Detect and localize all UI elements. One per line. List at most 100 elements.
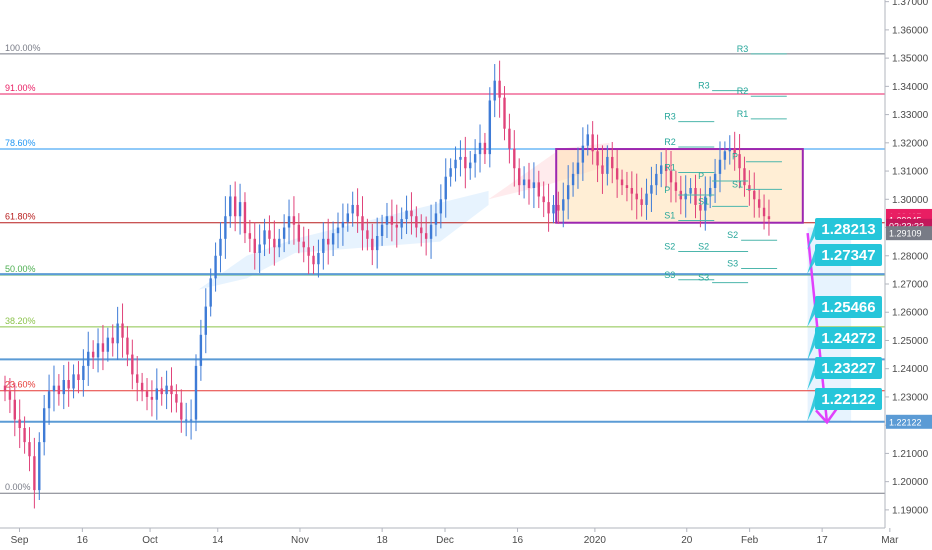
candle-body [307, 247, 310, 256]
candle-body [390, 216, 394, 225]
candle-body [508, 128, 511, 149]
y-tick-label: 1.28000 [892, 251, 929, 262]
callout-pointer [807, 250, 815, 275]
pivot-label: R1 [664, 162, 676, 172]
candle-body [444, 176, 447, 200]
candle-body [723, 151, 727, 160]
fib-label: 61.80% [5, 212, 36, 222]
candle-body [640, 199, 643, 205]
callout-box [815, 218, 882, 240]
y-tick-label: 1.33000 [892, 110, 929, 121]
x-tick-label: Nov [291, 535, 309, 546]
candle-body [708, 188, 712, 197]
candle-body [189, 419, 193, 421]
candle-body [160, 388, 163, 395]
candle-body [738, 154, 741, 169]
y-tick-label: 1.23000 [892, 392, 929, 403]
candle-body [718, 159, 722, 174]
candle-body [361, 216, 364, 231]
candle-body [204, 306, 207, 335]
candle-body [615, 168, 619, 180]
candle-body [8, 391, 12, 400]
candle-body [268, 230, 271, 239]
candle-body [532, 182, 536, 188]
candle-body [287, 216, 291, 228]
y-tick-label: 1.34000 [892, 82, 929, 93]
candle-body [131, 354, 134, 375]
candle-body [77, 374, 80, 380]
candle-body [645, 193, 648, 205]
y-tick-label: 1.37000 [892, 0, 929, 8]
x-tick-label: Mar [881, 535, 899, 546]
support-lines [0, 273, 885, 423]
candle-body [380, 224, 384, 236]
price-badge [886, 226, 932, 241]
candle-body [625, 185, 629, 188]
callout-pointer [807, 363, 815, 391]
candle-body [126, 337, 129, 355]
candle-body [224, 216, 227, 239]
candle-body [449, 168, 452, 177]
pivot-label: S2 [698, 242, 709, 252]
pivot-label: S3 [664, 270, 675, 280]
pivot-label: P [664, 185, 670, 195]
candle-body [155, 388, 159, 400]
callout-box [815, 327, 882, 349]
pivot-label: R3 [737, 44, 749, 54]
candle-body [689, 188, 692, 194]
pivot-label: R3 [698, 81, 710, 91]
candle-body [611, 156, 614, 169]
price-badge-label: 1.22122 [889, 417, 922, 427]
y-tick-label: 1.20000 [892, 477, 929, 488]
candle-body [184, 419, 188, 421]
pivot-label: S3 [727, 258, 738, 268]
candle-body [566, 185, 570, 200]
y-tick-label: 1.32000 [892, 138, 929, 149]
arrow-head-icon [815, 407, 838, 425]
target-price-label: 1.23227 [821, 360, 875, 377]
candle-body [91, 351, 95, 358]
candle-body [297, 224, 301, 242]
callout-pointer [807, 302, 815, 328]
candle-body [38, 442, 41, 491]
target-price-label: 1.25466 [821, 299, 875, 316]
candle-body [292, 216, 296, 225]
fib-label: 38.20% [5, 316, 36, 326]
candle-body [571, 173, 575, 186]
callout-box [815, 388, 882, 410]
candle-body [669, 171, 673, 183]
candle-body [655, 173, 658, 186]
callout-pointer [807, 394, 815, 422]
candle-body [620, 179, 624, 186]
pivot-label: R2 [664, 137, 676, 147]
candle-body [327, 238, 330, 245]
candle-body [674, 182, 678, 191]
pivot-label: S1 [664, 210, 675, 220]
candle-body [375, 236, 379, 251]
candle-body [503, 97, 506, 129]
candle-body [101, 343, 105, 352]
candle-body [660, 165, 663, 174]
candle-body [694, 188, 697, 205]
pivot-label: S3 [698, 273, 709, 283]
candle-body [243, 202, 247, 234]
candle-body [547, 202, 550, 214]
candle-body [317, 252, 320, 265]
price-badge [886, 414, 932, 429]
x-tick-label: 2020 [584, 535, 607, 546]
x-tick-label: 14 [212, 535, 224, 546]
target-price-label: 1.28213 [821, 221, 875, 238]
candle-body [762, 207, 766, 217]
x-tick-label: Sep [11, 535, 29, 546]
candle-body [400, 219, 403, 228]
candle-body [591, 134, 594, 152]
fib-label: 0.00% [5, 482, 31, 492]
pivot-label: S2 [664, 242, 675, 252]
pivot-label: R1 [737, 109, 749, 119]
candle-body [199, 334, 203, 366]
y-tick-label: 1.24000 [892, 364, 929, 375]
candle-body [483, 142, 487, 155]
